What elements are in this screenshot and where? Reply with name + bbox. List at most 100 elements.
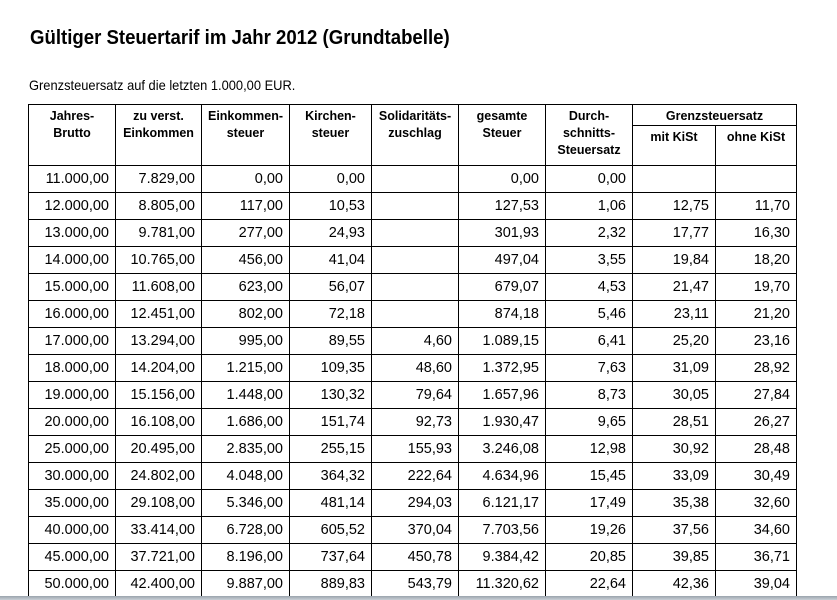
table-row: 16.000,00 12.451,00 802,00 72,18 874,18 5,46 2… [28,300,797,328]
cell-grenz-mit-kist: 42,36 [632,570,716,598]
cell-gesamte-steuer: 497,04 [458,246,546,274]
cell-kirchensteuer: 24,93 [289,219,372,247]
table-row: 20.000,00 16.108,00 1.686,00 151,74 92,73 1.9… [28,408,797,436]
cell-gesamte-steuer: 1.657,96 [458,381,546,409]
cell-grenz-mit-kist: 33,09 [632,462,716,490]
cell-zu-verst-einkommen: 16.108,00 [115,408,202,436]
cell-jahres-brutto: 18.000,00 [28,354,116,382]
cell-einkommensteuer: 995,00 [201,327,290,355]
cell-jahres-brutto: 16.000,00 [28,300,116,328]
cell-zu-verst-einkommen: 11.608,00 [115,273,202,301]
header-solidaritaetszuschlag: Solidaritäts- zuschlag [371,104,459,166]
table-caption: Grenzsteuersatz auf die letzten 1.000,00… [29,77,296,93]
cell-gesamte-steuer: 0,00 [458,165,546,193]
cell-solidaritaetszuschlag: 543,79 [371,570,459,598]
cell-durchschnittssteuersatz: 5,46 [545,300,633,328]
cell-grenz-mit-kist: 35,38 [632,489,716,517]
table-row: 25.000,00 20.495,00 2.835,00 255,15 155,93 3.… [28,435,797,463]
cell-grenz-mit-kist: 30,05 [632,381,716,409]
cell-gesamte-steuer: 679,07 [458,273,546,301]
cell-solidaritaetszuschlag: 155,93 [371,435,459,463]
cell-durchschnittssteuersatz: 9,65 [545,408,633,436]
cell-durchschnittssteuersatz: 22,64 [545,570,633,598]
tax-table: Jahres- Brutto zu verst. Einkommen Einko… [28,104,797,598]
header-grenzsteuersatz: Grenzsteuersatz [632,104,797,126]
cell-grenz-mit-kist: 39,85 [632,543,716,571]
cell-zu-verst-einkommen: 7.829,00 [115,165,202,193]
cell-einkommensteuer: 6.728,00 [201,516,290,544]
cell-grenz-ohne-kist: 19,70 [715,273,797,301]
cell-jahres-brutto: 45.000,00 [28,543,116,571]
cell-gesamte-steuer: 1.930,47 [458,408,546,436]
cell-grenz-mit-kist: 17,77 [632,219,716,247]
header-zu-verst-einkommen: zu verst. Einkommen [115,104,202,166]
cell-jahres-brutto: 35.000,00 [28,489,116,517]
cell-einkommensteuer: 0,00 [201,165,290,193]
cell-kirchensteuer: 72,18 [289,300,372,328]
cell-gesamte-steuer: 9.384,42 [458,543,546,571]
cell-einkommensteuer: 2.835,00 [201,435,290,463]
cell-grenz-mit-kist: 19,84 [632,246,716,274]
window-bottom-edge [0,596,837,600]
cell-kirchensteuer: 737,64 [289,543,372,571]
cell-kirchensteuer: 89,55 [289,327,372,355]
cell-einkommensteuer: 802,00 [201,300,290,328]
cell-durchschnittssteuersatz: 4,53 [545,273,633,301]
cell-einkommensteuer: 1.448,00 [201,381,290,409]
cell-durchschnittssteuersatz: 12,98 [545,435,633,463]
header-grenz-mit-kist: mit KiSt [632,125,716,166]
cell-grenz-ohne-kist: 21,20 [715,300,797,328]
header-durchschnittssteuersatz: Durch- schnitts- Steuersatz [545,104,633,166]
cell-gesamte-steuer: 874,18 [458,300,546,328]
cell-zu-verst-einkommen: 10.765,00 [115,246,202,274]
cell-kirchensteuer: 889,83 [289,570,372,598]
cell-durchschnittssteuersatz: 19,26 [545,516,633,544]
cell-grenz-ohne-kist: 23,16 [715,327,797,355]
cell-grenz-ohne-kist: 34,60 [715,516,797,544]
cell-jahres-brutto: 25.000,00 [28,435,116,463]
cell-solidaritaetszuschlag: 222,64 [371,462,459,490]
cell-zu-verst-einkommen: 20.495,00 [115,435,202,463]
page-title: Gültiger Steuertarif im Jahr 2012 (Grund… [30,27,450,49]
cell-grenz-mit-kist: 31,09 [632,354,716,382]
cell-kirchensteuer: 481,14 [289,489,372,517]
cell-einkommensteuer: 277,00 [201,219,290,247]
table-body: 11.000,00 7.829,00 0,00 0,00 0,00 0,00 12.000,… [28,165,797,598]
cell-gesamte-steuer: 7.703,56 [458,516,546,544]
header-grenz-ohne-kist: ohne KiSt [715,125,797,166]
cell-grenz-ohne-kist: 36,71 [715,543,797,571]
table-row: 14.000,00 10.765,00 456,00 41,04 497,04 3,55 1… [28,246,797,274]
cell-grenz-ohne-kist: 28,48 [715,435,797,463]
cell-kirchensteuer: 109,35 [289,354,372,382]
cell-gesamte-steuer: 3.246,08 [458,435,546,463]
cell-einkommensteuer: 1.686,00 [201,408,290,436]
cell-zu-verst-einkommen: 9.781,00 [115,219,202,247]
cell-jahres-brutto: 30.000,00 [28,462,116,490]
cell-kirchensteuer: 255,15 [289,435,372,463]
cell-kirchensteuer: 41,04 [289,246,372,274]
cell-jahres-brutto: 12.000,00 [28,192,116,220]
cell-solidaritaetszuschlag: 450,78 [371,543,459,571]
cell-gesamte-steuer: 11.320,62 [458,570,546,598]
cell-grenz-mit-kist: 12,75 [632,192,716,220]
table-row: 17.000,00 13.294,00 995,00 89,55 4,60 1.089,1… [28,327,797,355]
cell-kirchensteuer: 605,52 [289,516,372,544]
cell-grenz-ohne-kist: 28,92 [715,354,797,382]
cell-durchschnittssteuersatz: 6,41 [545,327,633,355]
cell-solidaritaetszuschlag [371,192,459,220]
cell-durchschnittssteuersatz: 7,63 [545,354,633,382]
cell-solidaritaetszuschlag [371,165,459,193]
cell-gesamte-steuer: 6.121,17 [458,489,546,517]
cell-jahres-brutto: 11.000,00 [28,165,116,193]
cell-zu-verst-einkommen: 29.108,00 [115,489,202,517]
table-row: 50.000,00 42.400,00 9.887,00 889,83 543,79 11… [28,570,797,598]
cell-zu-verst-einkommen: 15.156,00 [115,381,202,409]
cell-jahres-brutto: 14.000,00 [28,246,116,274]
cell-zu-verst-einkommen: 12.451,00 [115,300,202,328]
table-row: 45.000,00 37.721,00 8.196,00 737,64 450,78 9.… [28,543,797,571]
cell-einkommensteuer: 1.215,00 [201,354,290,382]
cell-gesamte-steuer: 1.089,15 [458,327,546,355]
header-kirchensteuer: Kirchen- steuer [289,104,372,166]
cell-jahres-brutto: 40.000,00 [28,516,116,544]
cell-solidaritaetszuschlag [371,246,459,274]
